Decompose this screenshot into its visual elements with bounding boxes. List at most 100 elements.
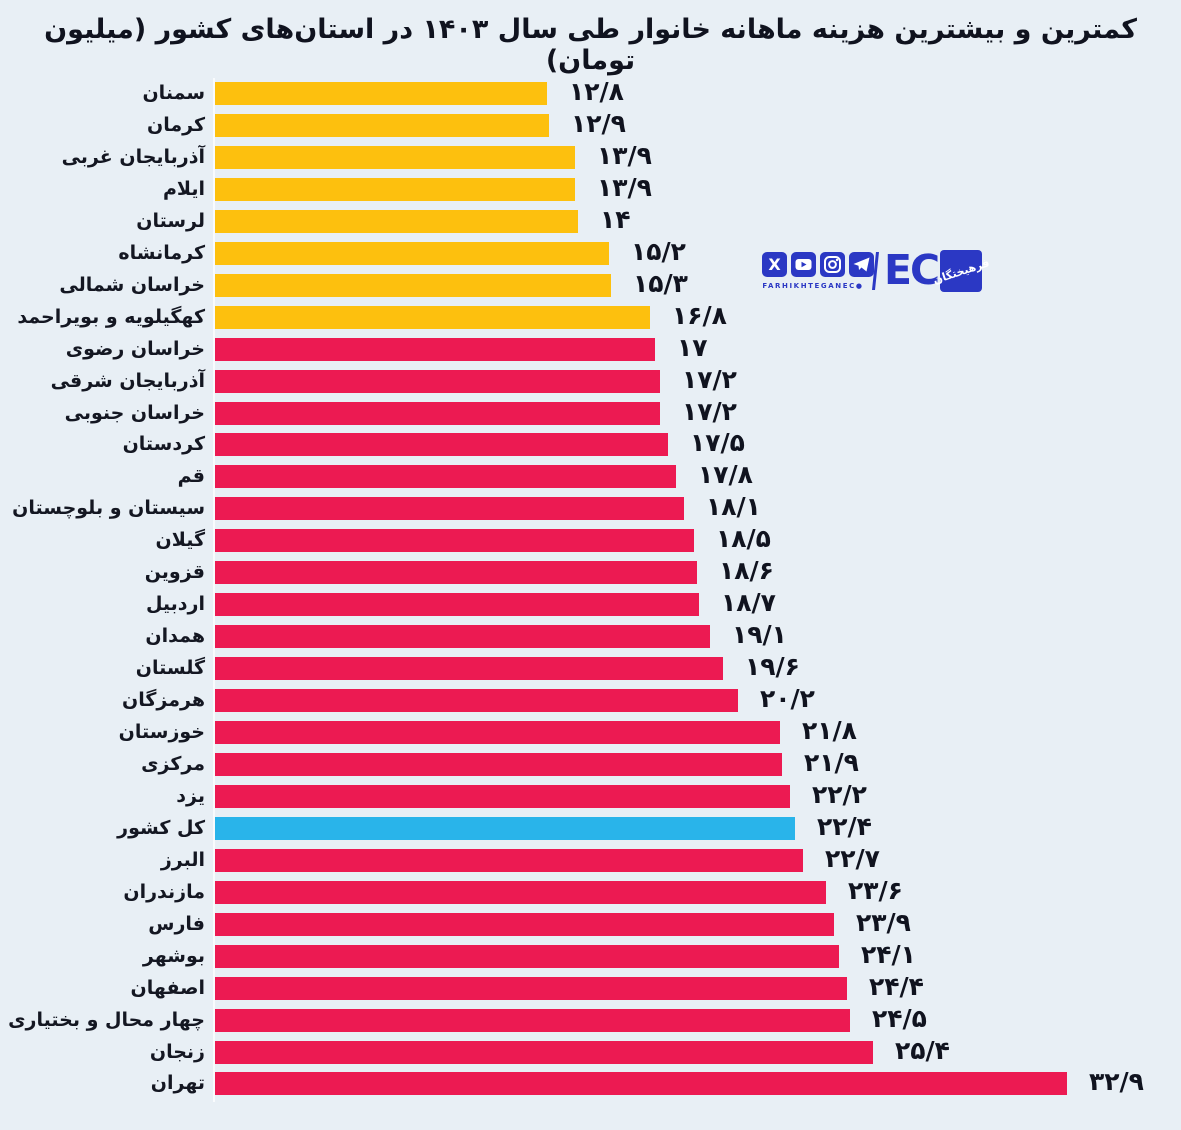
value-label: ۱۸/۶ (719, 556, 774, 586)
value-label: ۱۶/۸ (672, 300, 727, 330)
bar-row: لرستان ۱۴ (0, 205, 1181, 234)
value-label: ۱۲/۹ (571, 108, 626, 138)
province-label: کهگیلویه و بویراحمد (17, 305, 205, 328)
bar-row: چهار محال و بختیاری ۲۴/۵ (0, 1004, 1181, 1033)
telegram-icon (849, 252, 874, 277)
bar-row: قزوین ۱۸/۶ (0, 556, 1181, 585)
value-label: ۱۸/۷ (721, 588, 776, 618)
bar (215, 305, 650, 329)
value-label: ۱۸/۱ (706, 492, 761, 522)
bar-row: کردستان ۱۷/۵ (0, 428, 1181, 457)
bar-row: زنجان ۲۵/۴ (0, 1036, 1181, 1065)
value-label: ۱۲/۸ (569, 77, 624, 106)
bar-row: آذربایجان شرقی ۱۷/۲ (0, 365, 1181, 394)
province-label: چهار محال و بختیاری (8, 1008, 205, 1031)
value-label: ۱۳/۹ (597, 172, 652, 202)
value-label: ۱۹/۱ (732, 620, 787, 650)
value-label: ۲۳/۶ (848, 875, 903, 905)
logo-caption: FARHIKHTEGANEC● (762, 282, 864, 290)
province-label: مازندران (123, 880, 205, 903)
bar (215, 880, 826, 904)
value-label: ۱۵/۲ (631, 236, 686, 266)
value-label: ۲۳/۹ (856, 907, 911, 937)
bar (215, 944, 839, 968)
youtube-icon (791, 252, 816, 277)
bar (215, 465, 676, 489)
bar (215, 593, 699, 617)
bar (215, 401, 660, 425)
bar (215, 912, 834, 936)
province-label: خوزستان (118, 721, 205, 743)
value-label: ۲۴/۱ (861, 939, 916, 969)
bar-row: کرمانشاه ۱۵/۲ (0, 237, 1181, 266)
bar (215, 529, 694, 553)
bar-row: اصفهان ۲۴/۴ (0, 972, 1181, 1001)
value-label: ۱۳/۹ (597, 140, 652, 170)
bar (215, 561, 697, 585)
bar-row: ایلام ۱۳/۹ (0, 173, 1181, 202)
bar-row: خراسان شمالی ۱۵/۳ (0, 269, 1181, 298)
bar (215, 82, 547, 105)
bar-row: البرز ۲۲/۷ (0, 844, 1181, 873)
value-label: ۱۵/۳ (633, 268, 688, 298)
value-label: ۲۱/۸ (802, 716, 857, 745)
province-label: کل کشور (117, 816, 205, 839)
bar-row: مرکزی ۲۱/۹ (0, 748, 1181, 777)
bar-row: همدان ۱۹/۱ (0, 620, 1181, 649)
province-label: اصفهان (130, 976, 205, 999)
province-label: خراسان جنوبی (64, 401, 205, 424)
province-label: همدان (145, 625, 205, 648)
province-label: اردبیل (145, 593, 205, 616)
province-label: سیستان و بلوچستان (12, 497, 205, 520)
bar (215, 657, 723, 681)
bar-row: سیستان و بلوچستان ۱۸/۱ (0, 492, 1181, 521)
value-label: ۲۱/۹ (804, 747, 859, 777)
bar-row: کهگیلویه و بویراحمد ۱۶/۸ (0, 301, 1181, 330)
province-label: کرمانشاه (118, 241, 205, 264)
bar-row: گیلان ۱۸/۵ (0, 524, 1181, 553)
bar (215, 241, 609, 265)
bar-row: تهران ۳۲/۹ (0, 1067, 1181, 1096)
bar (215, 337, 655, 361)
province-label: گیلان (155, 529, 205, 552)
logo-badge: فرهیختگان (931, 250, 991, 292)
bar (215, 273, 611, 297)
bar (215, 433, 668, 457)
province-label: ایلام (163, 177, 205, 200)
province-label: قم (177, 465, 205, 488)
bar-row: بوشهر ۲۴/۱ (0, 940, 1181, 969)
bar-row: فارس ۲۳/۹ (0, 908, 1181, 937)
bar (215, 1008, 850, 1032)
province-label: هرمزگان (122, 689, 205, 712)
province-label: گلستان (135, 657, 205, 680)
social-icons: X (762, 252, 874, 277)
chart-title: کمترین و بیشترین هزینه ماهانه خانوار طی … (44, 14, 1137, 76)
bar-row: سمنان ۱۲/۸ (0, 77, 1181, 106)
bar-row: خراسان جنوبی ۱۷/۲ (0, 397, 1181, 426)
bar (215, 721, 780, 744)
value-label: ۱۷/۲ (682, 396, 737, 426)
province-label: کردستان (122, 433, 205, 456)
value-label: ۲۵/۴ (895, 1035, 950, 1065)
province-label: آذربایجان شرقی (50, 369, 205, 392)
province-label: تهران (150, 1072, 205, 1095)
province-label: قزوین (144, 561, 205, 584)
bar-row: کرمان ۱۲/۹ (0, 109, 1181, 138)
value-label: ۱۷/۸ (698, 460, 753, 490)
province-label: سمنان (142, 82, 205, 104)
bar-row: خوزستان ۲۱/۸ (0, 716, 1181, 745)
bar (215, 177, 575, 201)
bar (215, 689, 738, 713)
province-label: بوشهر (142, 944, 205, 967)
bar (215, 816, 795, 840)
province-label: یزد (176, 784, 205, 807)
value-label: ۱۹/۶ (745, 652, 800, 682)
province-label: آذربایجان غربی (61, 145, 205, 168)
bar (215, 369, 660, 393)
province-label: کرمان (147, 113, 205, 136)
province-label: فارس (148, 912, 205, 935)
bar-row: مازندران ۲۳/۶ (0, 876, 1181, 905)
province-label: خراسان رضوی (65, 337, 205, 360)
x-icon: X (762, 252, 787, 277)
